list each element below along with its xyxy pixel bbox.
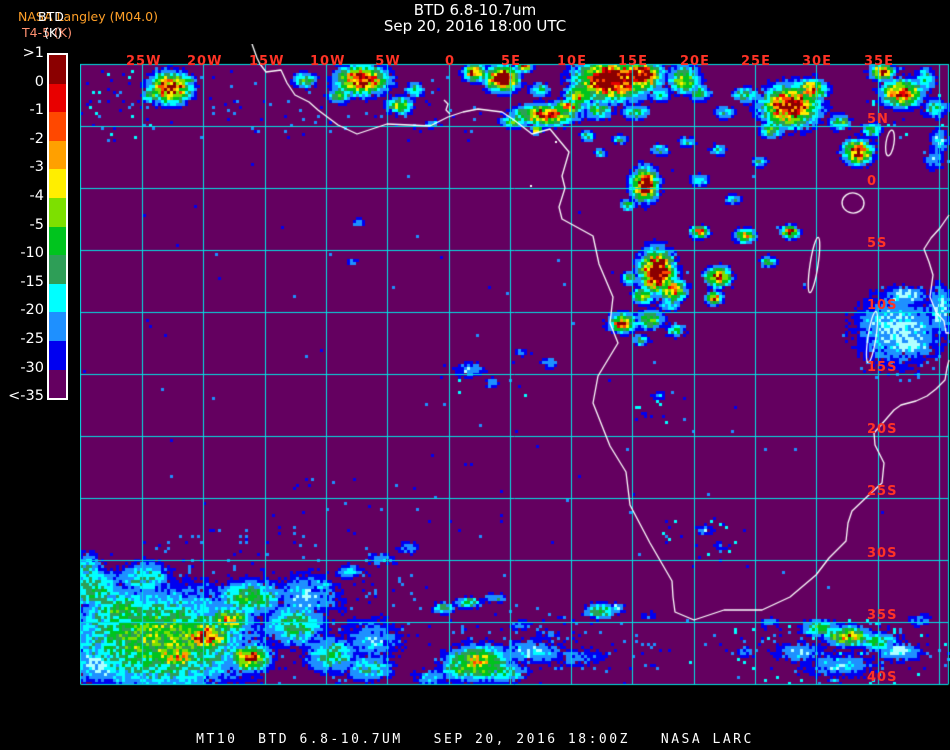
colorbar-label: -25 xyxy=(0,331,44,347)
colorbar-label: -3 xyxy=(0,159,44,175)
satellite-map-canvas xyxy=(80,44,950,686)
colorbar-label: 0 xyxy=(0,74,44,90)
colorbar-segment xyxy=(49,198,66,227)
colorbar-segment xyxy=(49,141,66,170)
colorbar-segment xyxy=(49,255,66,284)
footer-status-text: MT10 BTD 6.8-10.7UM SEP 20, 2016 18:00Z … xyxy=(0,732,950,747)
btd-overlay-label: BTD xyxy=(38,9,64,24)
colorbar-label: -5 xyxy=(0,217,44,233)
units-overlay-label: (K) xyxy=(44,25,62,40)
colorbar-label: -20 xyxy=(0,302,44,318)
colorbar-segment xyxy=(49,341,66,370)
colorbar-label: -4 xyxy=(0,188,44,204)
colorbar-segment xyxy=(49,312,66,341)
colorbar-label: -10 xyxy=(0,245,44,261)
satellite-product-window: BTD 6.8-10.7um Sep 20, 2016 18:00 UTC NA… xyxy=(0,0,950,750)
colorbar-label: -2 xyxy=(0,131,44,147)
colorbar-segment xyxy=(49,370,66,399)
colorbar-segment xyxy=(49,284,66,313)
colorbar-segment xyxy=(49,84,66,113)
colorbar-segment xyxy=(49,112,66,141)
colorbar xyxy=(47,53,68,400)
colorbar-segment xyxy=(49,55,66,84)
colorbar-label: -15 xyxy=(0,274,44,290)
colorbar-segment xyxy=(49,227,66,256)
colorbar-label: -30 xyxy=(0,360,44,376)
colorbar-segment xyxy=(49,169,66,198)
colorbar-label: -1 xyxy=(0,102,44,118)
colorbar-label: <-35 xyxy=(0,388,44,404)
colorbar-label: >1 xyxy=(0,45,44,61)
